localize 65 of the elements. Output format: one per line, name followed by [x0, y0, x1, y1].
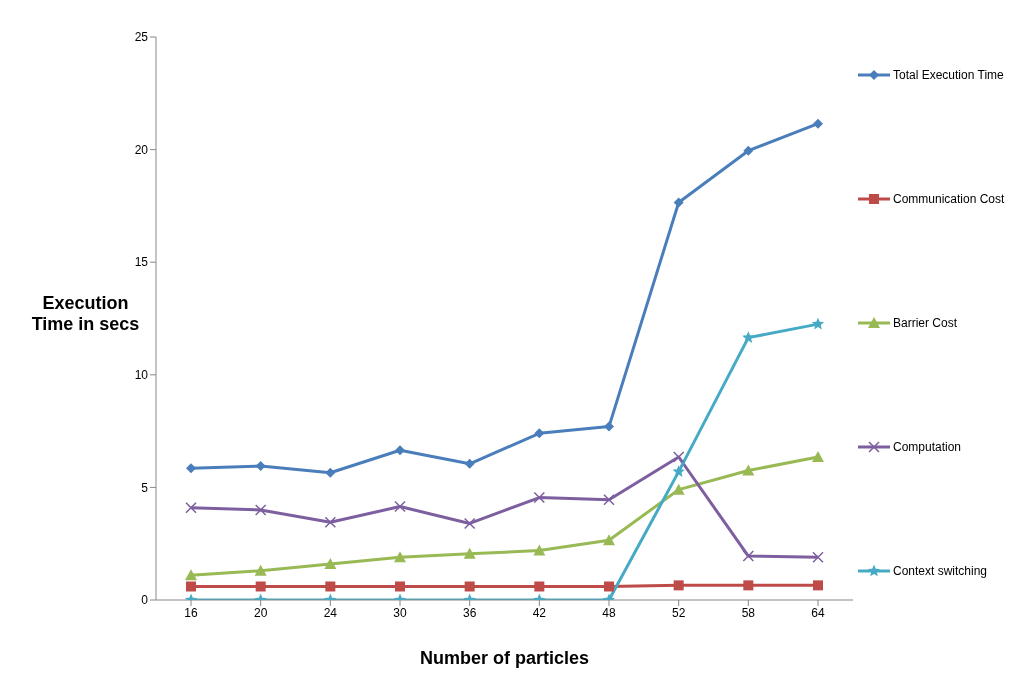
x-tick-label: 36	[462, 605, 477, 620]
point	[464, 581, 475, 592]
point	[185, 569, 197, 581]
legend-label: Barrier Cost	[893, 316, 958, 330]
point	[813, 118, 823, 129]
point	[742, 550, 755, 562]
point	[603, 534, 615, 546]
point	[534, 428, 545, 439]
point	[324, 516, 337, 529]
y-tick-label: 25	[134, 30, 149, 45]
point	[672, 451, 685, 463]
x-tick-label: 48	[602, 605, 616, 620]
point	[255, 581, 266, 592]
point	[395, 581, 405, 592]
y-tick-label: 15	[134, 255, 149, 270]
point	[672, 465, 685, 477]
point	[394, 500, 406, 513]
point	[673, 580, 684, 591]
x-tick-label: 52	[671, 605, 686, 620]
x-tick-label: 42	[532, 605, 547, 620]
point	[743, 580, 754, 591]
point	[743, 145, 754, 156]
point	[534, 581, 545, 592]
point	[463, 517, 476, 530]
point	[395, 445, 405, 456]
x-tick-label: 64	[811, 605, 825, 620]
point	[812, 451, 824, 462]
point	[324, 557, 337, 569]
x-tick-label: 20	[253, 605, 268, 620]
point	[742, 331, 755, 343]
legend-label: Communication Cost	[893, 192, 1005, 206]
point	[186, 463, 196, 474]
legend-label: Computation	[893, 440, 962, 454]
point	[185, 501, 197, 514]
x-tick-label: 16	[184, 605, 198, 620]
x-tick-label: 24	[323, 605, 338, 620]
point	[464, 458, 475, 469]
point	[533, 491, 546, 504]
point	[811, 317, 825, 330]
legend-label: Context switching	[893, 564, 988, 578]
point	[742, 464, 755, 476]
x-tick-label: 58	[741, 605, 756, 620]
y-tick-label: 0	[141, 593, 149, 608]
y-axis-title: Execution Time in secs	[30, 293, 141, 335]
point	[604, 421, 614, 432]
point	[813, 580, 823, 591]
point	[533, 544, 546, 556]
point	[394, 551, 406, 563]
point	[603, 494, 615, 506]
point	[186, 581, 196, 592]
legend-label: Total Execution Time	[893, 68, 1004, 82]
point	[604, 581, 614, 592]
point	[255, 461, 266, 472]
point	[325, 467, 336, 478]
x-axis-title: Number of particles	[419, 648, 590, 668]
x-tick-label: 30	[393, 605, 407, 620]
point	[673, 197, 684, 208]
point	[325, 581, 336, 592]
point	[254, 504, 267, 516]
y-tick-label: 20	[134, 142, 149, 157]
y-tick-label: 10	[134, 368, 149, 383]
point	[812, 551, 824, 563]
point	[254, 564, 267, 576]
point	[463, 547, 476, 559]
y-tick-label: 5	[141, 480, 149, 495]
